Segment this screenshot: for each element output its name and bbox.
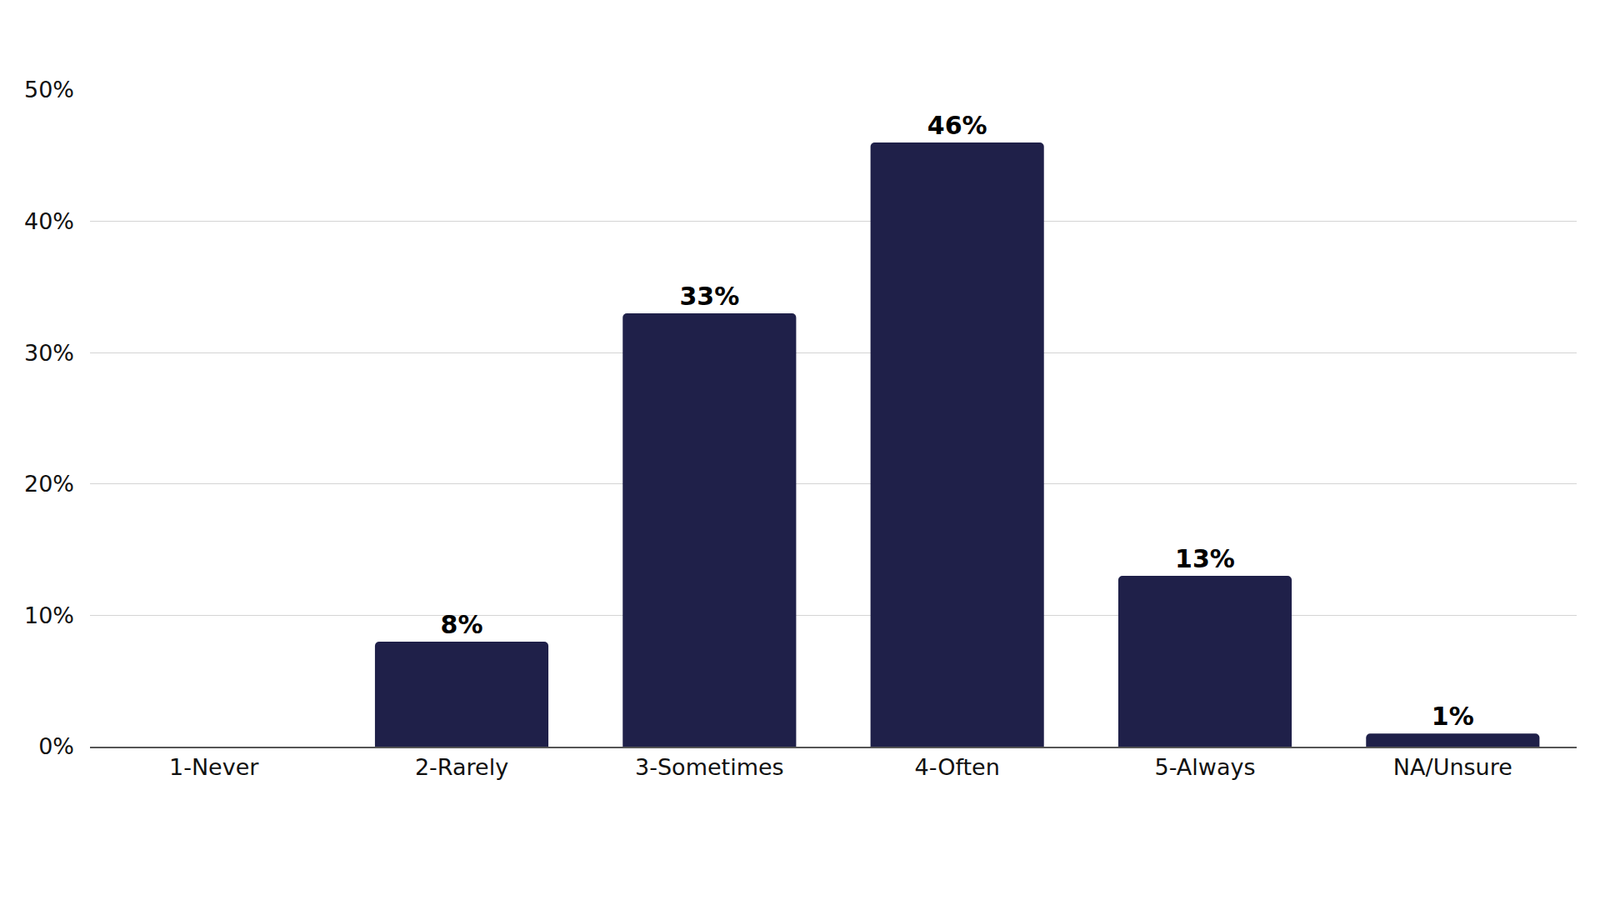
svg-text:8%: 8%	[440, 610, 484, 640]
svg-text:1%: 1%	[1431, 701, 1475, 731]
svg-text:33%: 33%	[679, 281, 740, 311]
svg-text:0%: 0%	[38, 733, 75, 760]
svg-text:46%: 46%	[927, 110, 988, 140]
svg-text:NA/Unsure: NA/Unsure	[1393, 754, 1513, 780]
svg-text:3-Sometimes: 3-Sometimes	[635, 754, 785, 780]
svg-text:30%: 30%	[24, 340, 75, 366]
svg-text:1-Never: 1-Never	[169, 754, 260, 780]
svg-text:5-Always: 5-Always	[1155, 754, 1256, 780]
svg-text:40%: 40%	[24, 208, 75, 235]
svg-text:2-Rarely: 2-Rarely	[415, 754, 509, 780]
svg-text:20%: 20%	[24, 470, 75, 497]
svg-text:4-Often: 4-Often	[915, 754, 1000, 780]
svg-text:13%: 13%	[1175, 544, 1235, 574]
svg-text:10%: 10%	[24, 602, 75, 629]
svg-text:50%: 50%	[24, 76, 75, 103]
